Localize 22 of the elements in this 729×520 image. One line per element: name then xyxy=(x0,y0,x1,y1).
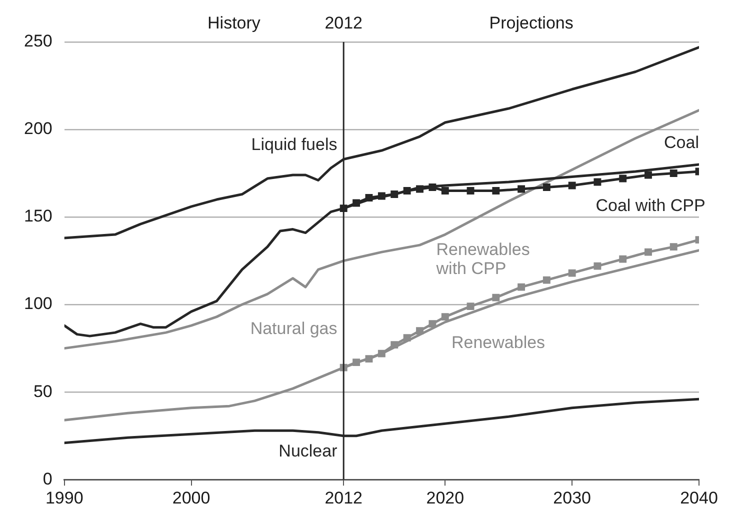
x-tick-label: 2012 xyxy=(324,488,363,508)
x-tick-label: 2000 xyxy=(172,488,210,508)
series-label: Coal xyxy=(664,133,699,152)
series-label: Coal with CPP xyxy=(596,196,706,216)
series-label: Natural gas xyxy=(250,318,338,338)
x-tick-label: 2030 xyxy=(553,488,591,508)
y-tick-label: 0 xyxy=(42,469,52,488)
series-label: Liquid fuels xyxy=(251,134,338,154)
text: Projections xyxy=(489,14,574,33)
x-tick-label: 2020 xyxy=(426,488,464,508)
y-tick-label: 150 xyxy=(24,206,52,226)
series-label: Nuclear xyxy=(278,441,338,460)
x-tick-label: 1990 xyxy=(45,488,84,508)
y-tick-label: 250 xyxy=(24,32,52,51)
series-label: Renewables xyxy=(451,332,546,352)
ref-line-label: 2012 xyxy=(324,14,363,33)
series-label: Renewables with CPP xyxy=(435,240,530,278)
text: History xyxy=(208,14,261,33)
y-tick-label: 50 xyxy=(33,382,52,401)
x-tick-label: 2040 xyxy=(680,488,718,508)
y-tick-label: 200 xyxy=(24,119,52,138)
y-tick-label: 100 xyxy=(24,294,52,314)
